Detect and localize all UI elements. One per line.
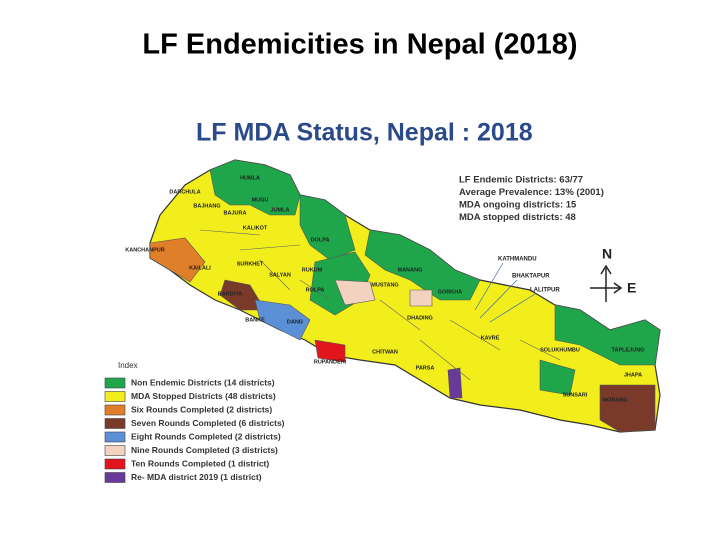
district-label: BARDIYA <box>218 291 243 297</box>
legend-label: Seven Rounds Completed (6 districts) <box>131 418 285 428</box>
district-border <box>239 244 301 251</box>
district-labels: DARCHULA BAJHANG BAJURA HUMLA MUGU KALIKOT JUM… <box>125 175 644 403</box>
district-region <box>149 237 206 283</box>
legend-swatch <box>104 404 126 416</box>
district-label: MUSTANG <box>371 282 398 288</box>
district-label: KAVRE <box>481 335 500 341</box>
legend-swatch <box>104 377 126 389</box>
district-region <box>409 289 433 307</box>
district-label: MORANG <box>602 397 627 403</box>
district-label: DANG <box>287 319 303 325</box>
district-label: TAPLEJUNG <box>612 347 645 353</box>
legend-label: MDA Stopped Districts (48 districts) <box>131 391 276 401</box>
district-label: CHITWAN <box>372 349 398 355</box>
district-label: DOLPA <box>311 237 330 243</box>
district-label: BAJURA <box>224 210 247 216</box>
compass <box>590 264 623 302</box>
district-label: GORKHA <box>438 289 462 295</box>
place-label: BHAKTAPUR <box>512 274 550 280</box>
district-region <box>539 359 576 396</box>
district-label: JUMLA <box>271 207 290 213</box>
district-region <box>254 299 311 341</box>
district-label: BANKE <box>245 317 265 323</box>
place-label: KATHMANDU <box>498 257 537 263</box>
district-label: SALYAN <box>269 272 291 278</box>
district-label: KAILALI <box>189 265 211 271</box>
stat-line: MDA ongoing districts: 15 <box>459 200 577 211</box>
place-callouts: KATHMANDU BHAKTAPUR LALITPUR <box>474 257 560 323</box>
district-region <box>219 279 266 311</box>
legend-label: Ten Rounds Completed (1 district) <box>131 458 269 468</box>
district-region <box>599 384 656 433</box>
district-label: DHADING <box>407 315 433 321</box>
district-label: KANCHANPUR <box>125 247 164 253</box>
district-label: SURKHET <box>237 261 264 267</box>
legend-label: Six Rounds Completed (2 districts) <box>131 404 272 414</box>
district-border <box>419 339 471 381</box>
district-border <box>449 319 501 351</box>
district-label: MUGU <box>252 197 269 203</box>
legend-swatch <box>104 445 126 456</box>
district-border <box>379 299 421 331</box>
district-border <box>299 279 331 301</box>
compass-arrowhead <box>600 264 623 294</box>
callout-line <box>479 279 518 319</box>
compass-north: N <box>602 246 612 262</box>
district-label: SUNSARI <box>563 392 588 398</box>
legend-label: Re- MDA district 2019 (1 district) <box>131 472 262 482</box>
callout-line <box>474 262 504 311</box>
district-label: SOLUKHUMBU <box>540 347 580 353</box>
district-label: BAJHANG <box>193 203 220 209</box>
district-region <box>447 367 463 399</box>
stat-line: LF Endemic Districts: 63/77 <box>459 175 583 186</box>
slide-title: LF Endemicities in Nepal (2018) <box>142 29 577 61</box>
map-title: LF MDA Status, Nepal : 2018 <box>196 119 533 147</box>
legend-label: Eight Rounds Completed (2 districts) <box>131 431 281 441</box>
district-region <box>314 339 346 363</box>
legend-swatch <box>104 472 126 483</box>
legend-swatch <box>104 431 126 443</box>
legend-label: Non Endemic Districts (14 districts) <box>131 377 275 387</box>
district-label: ROLPA <box>306 287 325 293</box>
district-region <box>209 159 301 216</box>
district-region <box>334 279 376 306</box>
map <box>149 159 661 433</box>
district-label: JHAPA <box>624 372 642 378</box>
place-label: LALITPUR <box>530 288 560 294</box>
district-label: RUPANDEHI <box>314 359 347 365</box>
district-region <box>554 304 661 366</box>
district-border <box>199 229 261 236</box>
district-label: RUKUM <box>302 267 323 273</box>
legend-swatch <box>104 458 126 470</box>
district-label: HUMLA <box>240 175 260 181</box>
district-border <box>519 339 561 361</box>
district-label: MANANG <box>398 267 423 273</box>
legend-title: Index <box>118 361 138 370</box>
compass-east: E <box>627 280 636 296</box>
district-region <box>364 229 481 301</box>
district-border <box>259 259 291 291</box>
legend-label: Nine Rounds Completed (3 districts) <box>131 445 278 455</box>
district-label: DARCHULA <box>169 189 200 195</box>
callout-line <box>489 293 536 323</box>
district-label: PARSA <box>416 365 435 371</box>
legend-swatch <box>104 418 126 429</box>
stat-line: MDA stopped districts: 48 <box>459 212 576 223</box>
district-label: KALIKOT <box>243 225 268 231</box>
legend-swatch <box>104 391 126 402</box>
legend: Index Non Endemic Districts (14 districts… <box>104 361 285 483</box>
stat-line: Average Prevalence: 13% (2001) <box>459 187 604 198</box>
